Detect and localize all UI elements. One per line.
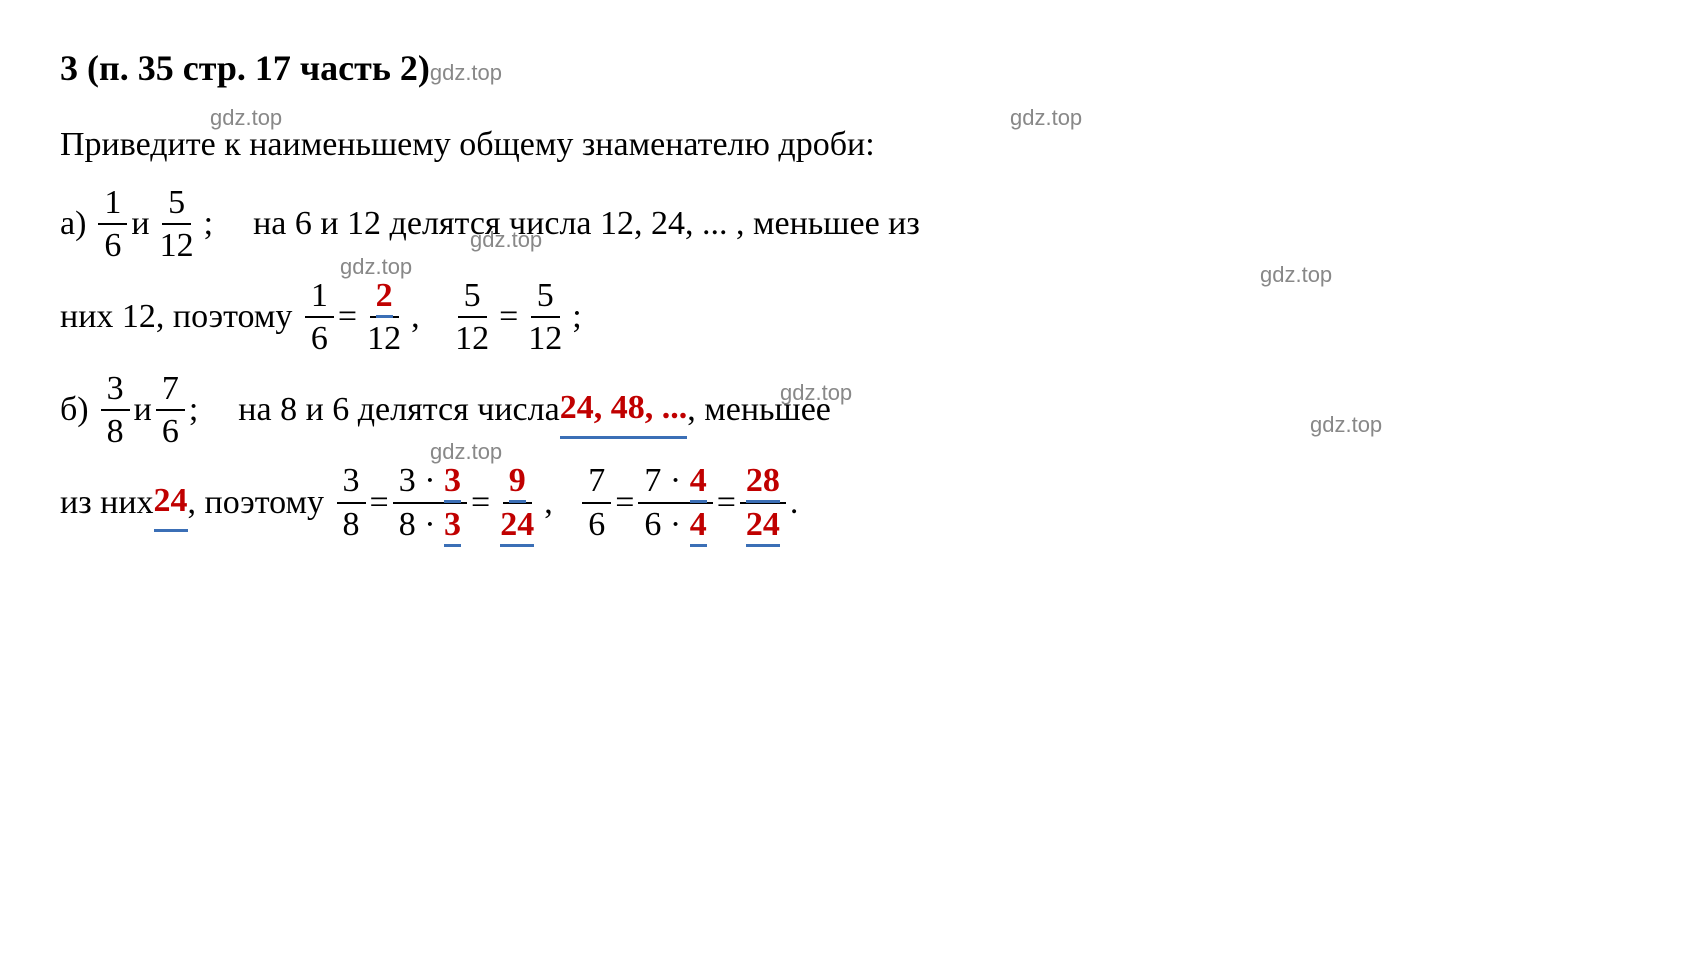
watermark-text: gdz.top bbox=[470, 222, 542, 257]
watermark-text: gdz.top bbox=[340, 249, 412, 284]
document-content: 3 (п. 35 стр. 17 часть 2)gdz.top gdz.top… bbox=[60, 40, 1633, 543]
equals-sign: = bbox=[499, 290, 518, 344]
part-a-label: а) bbox=[60, 197, 86, 251]
fraction: 3 8 bbox=[337, 462, 366, 543]
watermark-text: gdz.top bbox=[780, 375, 852, 410]
numerator: 5 bbox=[458, 277, 487, 318]
answer-value: 24 bbox=[500, 506, 534, 547]
numerator: 7 bbox=[156, 370, 185, 411]
denominator: 6 bbox=[98, 225, 127, 264]
answer-value: 28 bbox=[746, 462, 780, 503]
denominator: 6 bbox=[305, 318, 334, 357]
conjunction: и bbox=[131, 197, 149, 251]
semicolon: ; bbox=[189, 383, 198, 437]
answer-value: 3 bbox=[444, 506, 461, 547]
answer-value: 9 bbox=[509, 462, 526, 503]
fraction: 7 6 bbox=[156, 370, 185, 451]
part-a-line2: gdz.top gdz.top gdz.top них 12, поэтому … bbox=[60, 277, 1633, 358]
exercise-title: 3 (п. 35 стр. 17 часть 2)gdz.top bbox=[60, 40, 1633, 98]
prompt-line: gdz.top gdz.top Приведите к наименьшему … bbox=[60, 118, 1633, 172]
watermark-text: gdz.top bbox=[430, 60, 502, 85]
part-b-label: б) bbox=[60, 383, 89, 437]
numerator: 7 bbox=[582, 462, 611, 503]
semicolon: ; bbox=[572, 290, 581, 344]
fraction: 9 24 bbox=[494, 462, 540, 543]
fraction: 3 8 bbox=[101, 370, 130, 451]
fraction: 28 24 bbox=[740, 462, 786, 543]
watermark-text: gdz.top bbox=[430, 434, 502, 469]
equals-sign: = bbox=[717, 476, 736, 530]
period: . bbox=[790, 476, 799, 530]
fraction: 2 12 bbox=[361, 277, 407, 358]
explanation-text: из них bbox=[60, 476, 154, 530]
denominator: 8 · 3 bbox=[393, 504, 467, 543]
watermark-text: gdz.top bbox=[1010, 100, 1082, 135]
numerator: 3 bbox=[337, 462, 366, 503]
answer-value: 24 bbox=[746, 506, 780, 547]
comma: , bbox=[411, 290, 445, 344]
explanation-text: поэтому bbox=[173, 290, 292, 344]
prompt-text: Приведите к наименьшему общему знаменате… bbox=[60, 118, 875, 172]
watermark-text: gdz.top bbox=[1310, 407, 1382, 442]
denominator: 8 bbox=[337, 504, 366, 543]
part-b-line1: gdz.top б) 3 8 и 7 6 ; на 8 и 6 делятся … bbox=[60, 370, 1633, 451]
numerator: 28 bbox=[740, 462, 786, 503]
fraction: 1 6 bbox=[305, 277, 334, 358]
denominator: 6 bbox=[156, 411, 185, 450]
denominator: 24 bbox=[494, 504, 540, 543]
answer-value: 24 bbox=[154, 474, 188, 532]
numerator: 5 bbox=[162, 184, 191, 225]
fraction: 5 12 bbox=[522, 277, 568, 358]
numerator: 1 bbox=[305, 277, 334, 318]
denominator: 24 bbox=[740, 504, 786, 543]
part-b-line2: gdz.top gdz.top из них 24 , поэтому 3 8 … bbox=[60, 462, 1633, 543]
denominator: 12 bbox=[154, 225, 200, 264]
answer-value: 4 bbox=[690, 506, 707, 547]
title-text: 3 (п. 35 стр. 17 часть 2) bbox=[60, 48, 430, 88]
denominator: 6 · 4 bbox=[638, 504, 712, 543]
numerator: 3 bbox=[101, 370, 130, 411]
numerator: 7 · 4 bbox=[638, 462, 712, 503]
explanation-text: на 8 и 6 делятся числа bbox=[238, 383, 559, 437]
explanation-text: на 6 и 12 делятся числа 12, 24, ... , ме… bbox=[253, 197, 920, 251]
equals-sign: = bbox=[370, 476, 389, 530]
denominator: 12 bbox=[449, 318, 495, 357]
answer-value: 24, 48, ... bbox=[560, 381, 688, 439]
numerator: 5 bbox=[531, 277, 560, 318]
numerator: 1 bbox=[98, 184, 127, 225]
conjunction: и bbox=[134, 383, 152, 437]
fraction: 3 · 3 8 · 3 bbox=[393, 462, 467, 543]
part-a-line1: а) 1 6 и 5 12 ; на 6 и 12 делятся числа … bbox=[60, 184, 1633, 265]
fraction: 7 6 bbox=[582, 462, 611, 543]
explanation-text: них 12, bbox=[60, 290, 164, 344]
fraction: 5 12 bbox=[449, 277, 495, 358]
denominator: 12 bbox=[522, 318, 568, 357]
fraction: 5 12 bbox=[154, 184, 200, 265]
denominator: 8 bbox=[101, 411, 130, 450]
equals-sign: = bbox=[615, 476, 634, 530]
semicolon: ; bbox=[204, 197, 213, 251]
numerator: 9 bbox=[503, 462, 532, 503]
answer-value: 4 bbox=[690, 462, 707, 503]
equals-sign: = bbox=[338, 290, 357, 344]
explanation-text: , поэтому bbox=[188, 476, 324, 530]
comma: , bbox=[544, 476, 578, 530]
equals-sign: = bbox=[471, 476, 490, 530]
denominator: 12 bbox=[361, 318, 407, 357]
fraction: 1 6 bbox=[98, 184, 127, 265]
denominator: 6 bbox=[582, 504, 611, 543]
watermark-text: gdz.top bbox=[210, 100, 282, 135]
watermark-text: gdz.top bbox=[1260, 257, 1332, 292]
fraction: 7 · 4 6 · 4 bbox=[638, 462, 712, 543]
